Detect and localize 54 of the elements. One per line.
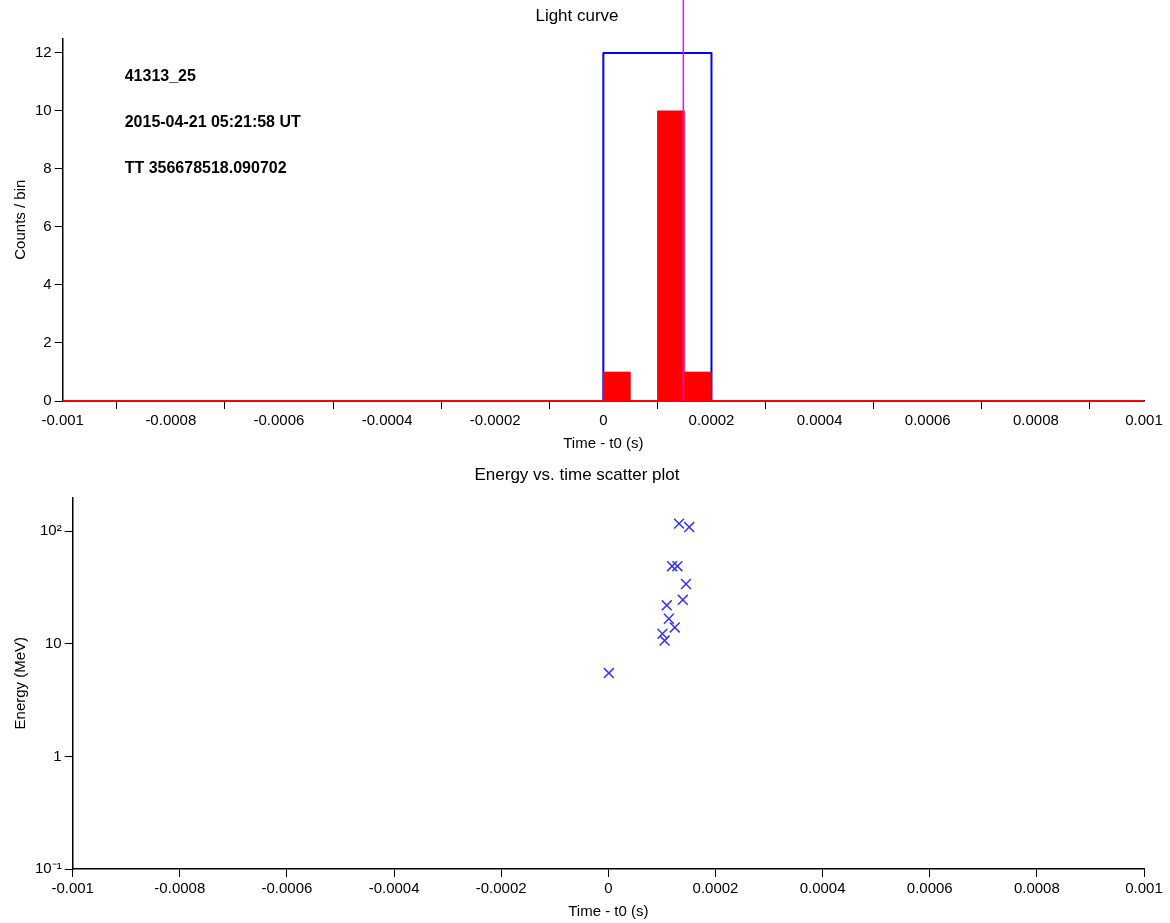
point: [680, 578, 692, 590]
point: [677, 594, 689, 606]
x-tick-label: 0.001: [1125, 411, 1163, 429]
y-tick-label: 1: [53, 746, 62, 764]
y-tick-label: 10: [44, 634, 62, 651]
x-tick-label: 0: [604, 879, 613, 897]
x-tick-label: 0.0008: [1013, 879, 1060, 897]
y-tick-label: 8: [43, 159, 52, 177]
x-tick-label: 0.001: [1125, 879, 1163, 897]
y-tick-label: 6: [43, 217, 52, 235]
annotation: 41313_25: [124, 66, 196, 84]
y-tick-label: 2: [43, 333, 52, 351]
point: [666, 560, 678, 572]
x-tick-label: -0.0008: [145, 411, 197, 429]
x-tick-label: 0.0002: [692, 879, 739, 897]
chart-title: Light curve: [535, 5, 619, 25]
y-tick-label: 10²: [39, 521, 62, 539]
point: [603, 667, 615, 679]
point: [669, 621, 681, 634]
point: [683, 521, 695, 533]
x-tick-label: 0.0004: [796, 411, 843, 429]
x-tick-label: -0.0004: [368, 879, 420, 897]
x-tick-label: 0.0004: [799, 879, 846, 897]
point: [658, 634, 671, 647]
x-tick-label: 0.0006: [906, 879, 953, 897]
x-tick-label: -0.0004: [361, 411, 413, 429]
x-tick-label: 0.0006: [904, 411, 951, 429]
x-tick-label: -0.001: [51, 879, 94, 897]
x-tick-label: -0.0006: [253, 411, 305, 429]
point: [656, 628, 669, 640]
point: [661, 599, 673, 612]
y-tick-label: 12: [35, 43, 52, 61]
x-tick-label: -0.001: [41, 411, 84, 429]
y-axis-title: Counts / bin: [11, 179, 29, 260]
x-tick-label: -0.0008: [154, 879, 206, 897]
x-axis-title: Time - t0 (s): [563, 434, 644, 452]
x-tick-label: 0.0002: [688, 411, 735, 429]
y-tick-label: 4: [43, 275, 52, 293]
x-tick-label: -0.0002: [475, 879, 527, 897]
point: [671, 560, 684, 572]
annotation: 2015-04-21 05:21:58 UT: [124, 112, 302, 130]
x-axis-title: Time - t0 (s): [568, 902, 649, 920]
chart-title: Energy vs. time scatter plot: [474, 464, 680, 484]
x-tick-label: -0.0006: [261, 879, 313, 897]
x-tick-label: 0: [599, 411, 608, 429]
point: [673, 517, 685, 530]
point: [663, 613, 675, 625]
y-tick-label: 0: [43, 391, 52, 409]
y-tick-label: 10: [35, 101, 52, 119]
x-tick-label: -0.0002: [469, 411, 521, 429]
x-tick-label: 0.0008: [1012, 411, 1059, 429]
annotation: TT 356678518.090702: [124, 158, 287, 176]
y-tick-label: 10⁻¹: [34, 859, 62, 877]
y-axis-title: Energy (MeV): [11, 636, 29, 730]
